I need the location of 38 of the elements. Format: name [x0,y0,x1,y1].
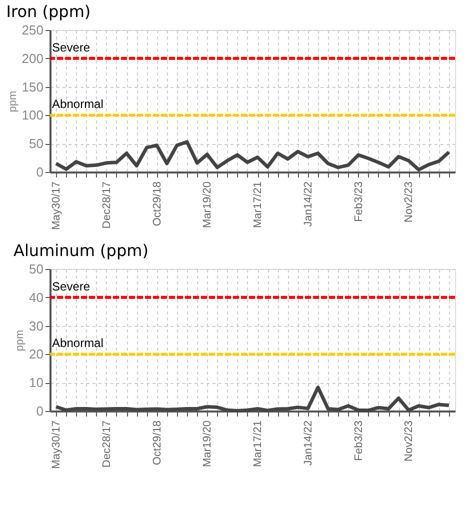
y-tick-label: 50 [29,262,44,276]
x-tick-label: Mar17/21 [252,182,264,228]
x-tick-label: Feb3/23 [352,420,365,461]
y-tick-label: 250 [22,22,44,38]
y-tick-label: 40 [29,290,44,305]
x-tick-label: Nov2/23 [403,420,416,462]
x-tick-label: Mar19/20 [202,182,214,228]
x-tick-label: Dec28/17 [100,420,113,468]
ref-line-label: Severe [52,40,90,54]
x-tick-label: Nov2/23 [403,182,416,222]
x-tick-label: Dec28/17 [100,182,113,229]
y-tick-label: 0 [36,164,44,180]
y-tick-label: 0 [36,404,44,418]
x-tick-label: Jan14/22 [302,182,314,227]
x-tick-label: May30/17 [50,420,63,469]
y-tick-label: 20 [29,346,44,362]
y-tick-label: 150 [22,79,44,94]
x-tick-label: Mar17/21 [252,420,264,467]
y-axis-title: ppm [6,90,19,112]
chart-title: Aluminum (ppm) [14,241,148,260]
y-tick-label: 30 [29,318,44,334]
y-tick-label: 10 [29,375,44,390]
x-tick-label: Oct29/18 [151,182,164,226]
y-tick-label: 50 [29,136,44,152]
x-tick-label: Feb3/23 [352,182,365,222]
y-axis-title: ppm [14,330,26,352]
ref-line-label: Severe [52,279,90,294]
ref-line-label: Abnormal [52,97,104,112]
x-tick-label: Jan14/22 [302,420,314,466]
line-series [54,140,451,172]
chart-title: Iron (ppm) [6,2,91,21]
ref-line-label: Abnormal [52,336,104,350]
line-series [54,386,451,412]
y-tick-label: 200 [22,50,44,66]
x-tick-label: Oct29/18 [151,420,164,466]
x-tick-label: May30/17 [50,182,63,230]
y-tick-label: 100 [22,108,44,123]
x-tick-label: Mar19/20 [202,420,214,467]
